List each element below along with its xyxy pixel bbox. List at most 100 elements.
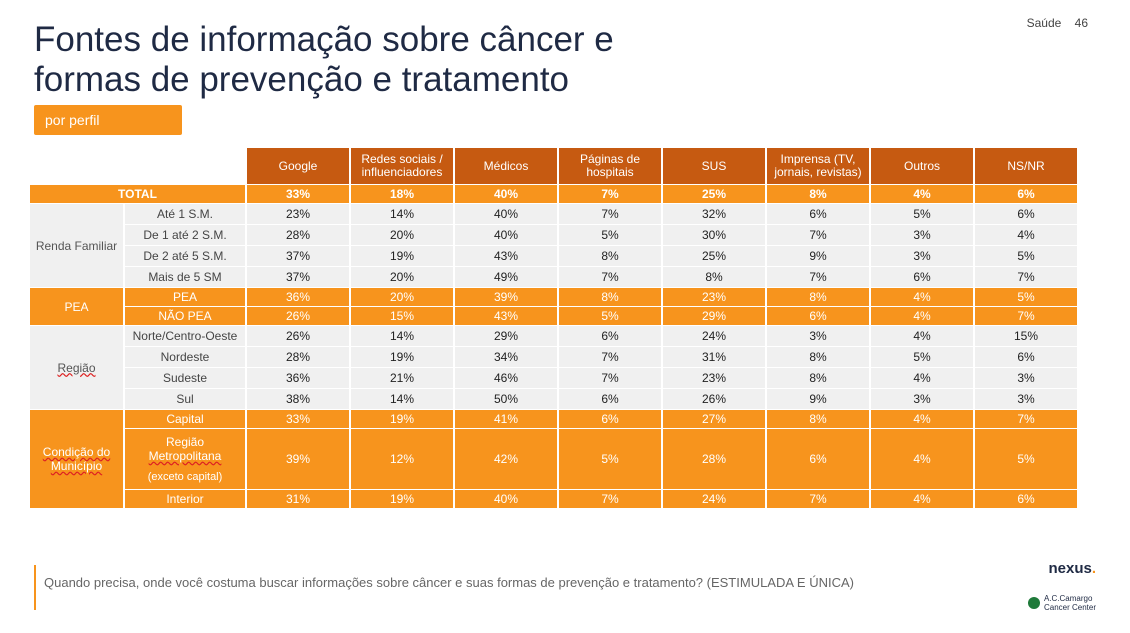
page-title: Fontes de informação sobre câncer e form… bbox=[34, 20, 794, 100]
column-header: Redes sociais / influenciadores bbox=[351, 148, 453, 184]
column-header: Páginas de hospitais bbox=[559, 148, 661, 184]
table-cell: 4% bbox=[871, 490, 973, 508]
table-cell: 41% bbox=[455, 410, 557, 428]
row-group-name: Região bbox=[57, 360, 96, 375]
table-cell: 24% bbox=[663, 490, 765, 508]
row-group-label: Renda Familiar bbox=[30, 204, 123, 287]
table-cell: 7% bbox=[559, 267, 661, 287]
row-group-label: PEA bbox=[30, 288, 123, 325]
total-cell: 8% bbox=[767, 185, 869, 203]
table-cell: 24% bbox=[663, 326, 765, 346]
row-label-line: Região bbox=[165, 435, 205, 449]
table-cell: 49% bbox=[455, 267, 557, 287]
table-cell: 25% bbox=[663, 246, 765, 266]
table-cell: 39% bbox=[455, 288, 557, 306]
table-cell: 4% bbox=[871, 326, 973, 346]
table-cell: 28% bbox=[247, 225, 349, 245]
total-cell: 40% bbox=[455, 185, 557, 203]
table-cell: 20% bbox=[351, 267, 453, 287]
table-cell: 5% bbox=[559, 307, 661, 325]
table-cell: 50% bbox=[455, 389, 557, 409]
table-cell: 6% bbox=[559, 410, 661, 428]
brand-dot: . bbox=[1091, 560, 1096, 577]
table-cell: 7% bbox=[767, 267, 869, 287]
table-cell: 37% bbox=[247, 246, 349, 266]
column-header: Google bbox=[247, 148, 349, 184]
table-cell: 7% bbox=[559, 347, 661, 367]
table-cell: 5% bbox=[975, 246, 1077, 266]
table-cell: 42% bbox=[455, 429, 557, 489]
table-cell: 39% bbox=[247, 429, 349, 489]
table-row: Mais de 5 SM 37% 20% 49% 7% 8% 7% 6% 7% bbox=[30, 267, 1077, 287]
table-row: Nordeste 28% 19% 34% 7% 31% 8% 5% 6% bbox=[30, 347, 1077, 367]
table-cell: 8% bbox=[663, 267, 765, 287]
table-row: Sudeste 36% 21% 46% 7% 23% 8% 4% 3% bbox=[30, 368, 1077, 388]
ac-camargo-logo: A.C.Camargo Cancer Center bbox=[1027, 594, 1096, 612]
total-cell: 6% bbox=[975, 185, 1077, 203]
row-label: Norte/Centro-Oeste bbox=[125, 326, 245, 346]
total-cell: 7% bbox=[559, 185, 661, 203]
row-group-name: Renda Familiar bbox=[35, 238, 118, 253]
total-row: TOTAL 33% 18% 40% 7% 25% 8% 4% 6% bbox=[30, 185, 1077, 203]
table-cell: 7% bbox=[559, 204, 661, 224]
row-label: De 1 até 2 S.M. bbox=[125, 225, 245, 245]
table-cell: 4% bbox=[975, 225, 1077, 245]
row-label: Nordeste bbox=[125, 347, 245, 367]
table-cell: 19% bbox=[351, 246, 453, 266]
table-cell: 6% bbox=[559, 326, 661, 346]
column-header: SUS bbox=[663, 148, 765, 184]
table-cell: 3% bbox=[767, 326, 869, 346]
table-cell: 33% bbox=[247, 410, 349, 428]
table-cell: 5% bbox=[975, 288, 1077, 306]
table-cell: 12% bbox=[351, 429, 453, 489]
row-label: NÃO PEA bbox=[125, 307, 245, 325]
table-cell: 19% bbox=[351, 347, 453, 367]
nexus-logo: nexus. bbox=[1048, 560, 1096, 577]
table-cell: 3% bbox=[871, 246, 973, 266]
row-label: Interior bbox=[125, 490, 245, 508]
table-row: Região Norte/Centro-Oeste 26% 14% 29% 6% 24% 3%… bbox=[30, 326, 1077, 409]
table-cell: 31% bbox=[663, 347, 765, 367]
row-label: Até 1 S.M. bbox=[125, 204, 245, 224]
table-cell: 5% bbox=[871, 204, 973, 224]
table-cell: 20% bbox=[351, 225, 453, 245]
table-cell: 3% bbox=[871, 389, 973, 409]
table-cell: 8% bbox=[767, 368, 869, 388]
logo-line-2: Cancer Center bbox=[1043, 603, 1096, 612]
table-cell: 23% bbox=[247, 204, 349, 224]
table-row: De 1 até 2 S.M. 28% 20% 40% 5% 30% 7% 3% 4% bbox=[30, 225, 1077, 245]
table-cell: 30% bbox=[663, 225, 765, 245]
table-cell: 6% bbox=[767, 307, 869, 325]
data-table: Google Redes sociais / influenciadores M… bbox=[28, 147, 1079, 509]
table-cell: 40% bbox=[455, 490, 557, 508]
footer-accent-bar bbox=[34, 565, 36, 610]
row-group-label: Condição do Município bbox=[30, 410, 123, 508]
table-cell: 6% bbox=[767, 204, 869, 224]
total-cell: 33% bbox=[247, 185, 349, 203]
table-row: Interior 31% 19% 40% 7% 24% 7% 4% 6% bbox=[30, 490, 1077, 508]
table-cell: 6% bbox=[767, 429, 869, 489]
table-cell: 5% bbox=[975, 429, 1077, 489]
table-cell: 20% bbox=[351, 288, 453, 306]
table-row: De 2 até 5 S.M. 37% 19% 43% 8% 25% 9% 3% 5% bbox=[30, 246, 1077, 266]
table-cell: 26% bbox=[247, 307, 349, 325]
table-cell: 7% bbox=[975, 307, 1077, 325]
table-cell: 9% bbox=[767, 246, 869, 266]
table-row: Renda Familiar Até 1 S.M. 23% 14% 40% 7% 32% 6%… bbox=[30, 204, 1077, 287]
table-cell: 7% bbox=[767, 490, 869, 508]
table-cell: 7% bbox=[975, 410, 1077, 428]
table-cell: 28% bbox=[663, 429, 765, 489]
row-label: De 2 até 5 S.M. bbox=[125, 246, 245, 266]
table-cell: 43% bbox=[455, 307, 557, 325]
table-cell: 6% bbox=[871, 267, 973, 287]
table-cell: 8% bbox=[767, 347, 869, 367]
question-text: Quando precisa, onde você costuma buscar… bbox=[44, 575, 854, 590]
table-cell: 4% bbox=[871, 410, 973, 428]
section-label: Saúde bbox=[1026, 16, 1062, 30]
table-cell: 31% bbox=[247, 490, 349, 508]
table-cell: 5% bbox=[559, 429, 661, 489]
row-label: Mais de 5 SM bbox=[125, 267, 245, 287]
table-cell: 36% bbox=[247, 288, 349, 306]
table-cell: 7% bbox=[975, 267, 1077, 287]
table-cell: 46% bbox=[455, 368, 557, 388]
